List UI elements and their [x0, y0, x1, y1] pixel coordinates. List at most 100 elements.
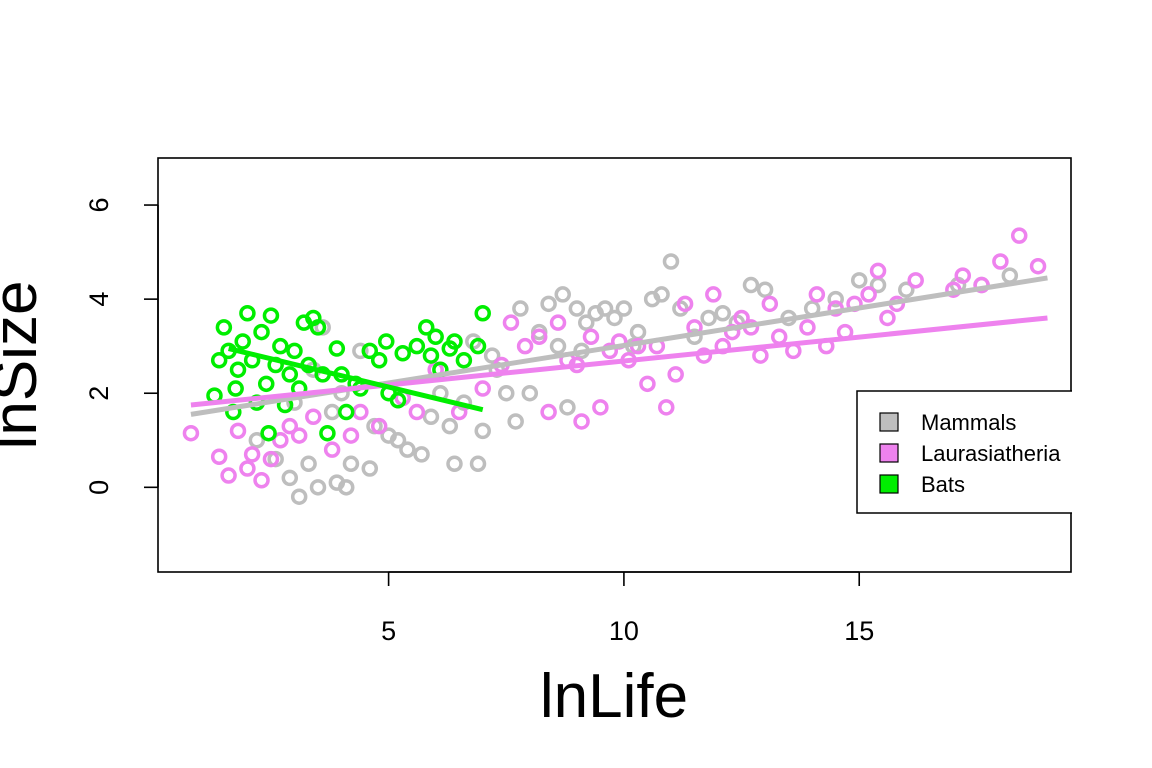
- point-bats: [408, 337, 426, 355]
- point-bats: [253, 323, 270, 341]
- point-mammals: [422, 408, 440, 425]
- point-laurasiatheria: [323, 441, 341, 458]
- point-laurasiatheria: [1029, 257, 1047, 275]
- point-laurasiatheria: [243, 446, 261, 463]
- x-tick-label: 5: [381, 616, 396, 646]
- point-mammals: [850, 272, 868, 289]
- point-bats: [257, 375, 275, 393]
- point-laurasiatheria: [907, 272, 924, 289]
- point-mammals: [323, 403, 341, 421]
- point-laurasiatheria: [516, 337, 534, 355]
- point-mammals: [342, 455, 360, 473]
- point-laurasiatheria: [281, 417, 299, 435]
- point-bats: [328, 340, 346, 357]
- point-bats: [281, 366, 299, 383]
- point-laurasiatheria: [752, 347, 769, 364]
- point-laurasiatheria: [210, 448, 228, 465]
- point-mammals: [554, 286, 571, 303]
- point-laurasiatheria: [253, 472, 270, 489]
- point-mammals: [898, 281, 915, 298]
- point-bats: [427, 328, 444, 346]
- point-bats: [370, 352, 388, 369]
- legend-label-bats: Bats: [921, 472, 965, 497]
- point-mammals: [559, 399, 576, 416]
- point-mammals: [361, 460, 379, 477]
- point-laurasiatheria: [879, 309, 896, 327]
- point-laurasiatheria: [761, 295, 779, 313]
- point-mammals: [615, 300, 633, 317]
- point-laurasiatheria: [502, 314, 520, 331]
- point-mammals: [742, 276, 760, 294]
- point-laurasiatheria: [723, 323, 741, 341]
- point-laurasiatheria: [808, 286, 826, 303]
- point-laurasiatheria: [530, 328, 548, 346]
- point-mammals: [714, 305, 731, 322]
- y-tick-label: 2: [84, 386, 114, 401]
- point-bats: [474, 305, 491, 322]
- point-mammals: [248, 432, 266, 449]
- point-laurasiatheria: [474, 380, 491, 397]
- point-mammals: [441, 417, 459, 435]
- point-laurasiatheria: [799, 319, 816, 336]
- point-laurasiatheria: [182, 424, 200, 442]
- point-mammals: [653, 286, 670, 303]
- point-mammals: [662, 253, 680, 270]
- point-mammals: [1001, 267, 1019, 284]
- point-bats: [262, 307, 280, 324]
- fit-lines-layer: [190, 275, 1048, 417]
- point-bats: [210, 352, 228, 369]
- point-laurasiatheria: [272, 432, 289, 449]
- point-bats: [229, 361, 247, 378]
- legend: Mammals Laurasiatheria Bats: [856, 390, 1088, 514]
- point-mammals: [300, 455, 317, 473]
- point-bats: [389, 392, 407, 409]
- point-bats: [378, 333, 395, 350]
- legend-swatch-laurasiatheria: [879, 443, 899, 463]
- point-laurasiatheria: [869, 262, 887, 280]
- point-mammals: [498, 384, 515, 402]
- point-mammals: [629, 323, 647, 341]
- point-bats: [469, 337, 487, 355]
- point-mammals: [281, 469, 299, 487]
- y-axis-title: lnSize: [0, 281, 50, 450]
- point-bats: [215, 319, 233, 336]
- point-laurasiatheria: [954, 267, 972, 284]
- point-mammals: [474, 422, 491, 440]
- point-mammals: [446, 455, 463, 473]
- point-laurasiatheria: [592, 399, 609, 416]
- point-laurasiatheria: [342, 427, 360, 444]
- y-tick-label: 6: [84, 198, 114, 213]
- legend-swatch-bats: [879, 474, 899, 494]
- point-mammals: [290, 488, 308, 505]
- point-laurasiatheria: [1010, 227, 1028, 244]
- point-laurasiatheria: [305, 408, 322, 425]
- y-tick-label: 0: [84, 480, 114, 495]
- point-laurasiatheria: [992, 253, 1009, 270]
- point-mammals: [309, 479, 327, 496]
- point-laurasiatheria: [290, 427, 308, 444]
- legend-label-laurasiatheria: Laurasiatheria: [921, 441, 1061, 466]
- fit-line-bats: [228, 346, 484, 413]
- x-tick-label: 10: [609, 616, 639, 646]
- x-axis-title: lnLife: [540, 662, 688, 731]
- point-laurasiatheria: [352, 403, 369, 421]
- point-laurasiatheria: [370, 417, 388, 435]
- point-laurasiatheria: [229, 422, 247, 440]
- point-laurasiatheria: [408, 403, 426, 421]
- point-bats: [361, 342, 379, 360]
- x-axis: 5 10 15: [381, 571, 874, 646]
- x-tick-label: 15: [844, 616, 874, 646]
- legend-label-mammals: Mammals: [921, 410, 1016, 435]
- point-laurasiatheria: [262, 450, 280, 468]
- point-laurasiatheria: [676, 295, 694, 313]
- y-tick-label: 4: [84, 292, 114, 307]
- point-mammals: [756, 281, 774, 298]
- point-laurasiatheria: [705, 286, 722, 303]
- point-mammals: [413, 446, 430, 463]
- point-mammals: [700, 309, 717, 327]
- point-bats: [455, 352, 473, 369]
- point-mammals: [512, 300, 529, 317]
- point-mammals: [352, 342, 369, 360]
- point-bats: [227, 380, 244, 397]
